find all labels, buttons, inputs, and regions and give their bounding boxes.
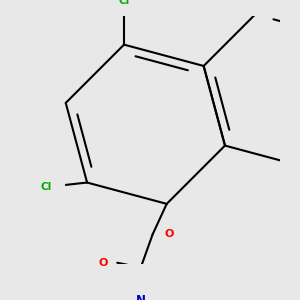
Text: N: N [136,294,146,300]
Text: Cl: Cl [40,182,52,192]
Text: Cl: Cl [118,0,130,6]
Text: O: O [98,258,108,268]
Text: O: O [164,230,174,239]
